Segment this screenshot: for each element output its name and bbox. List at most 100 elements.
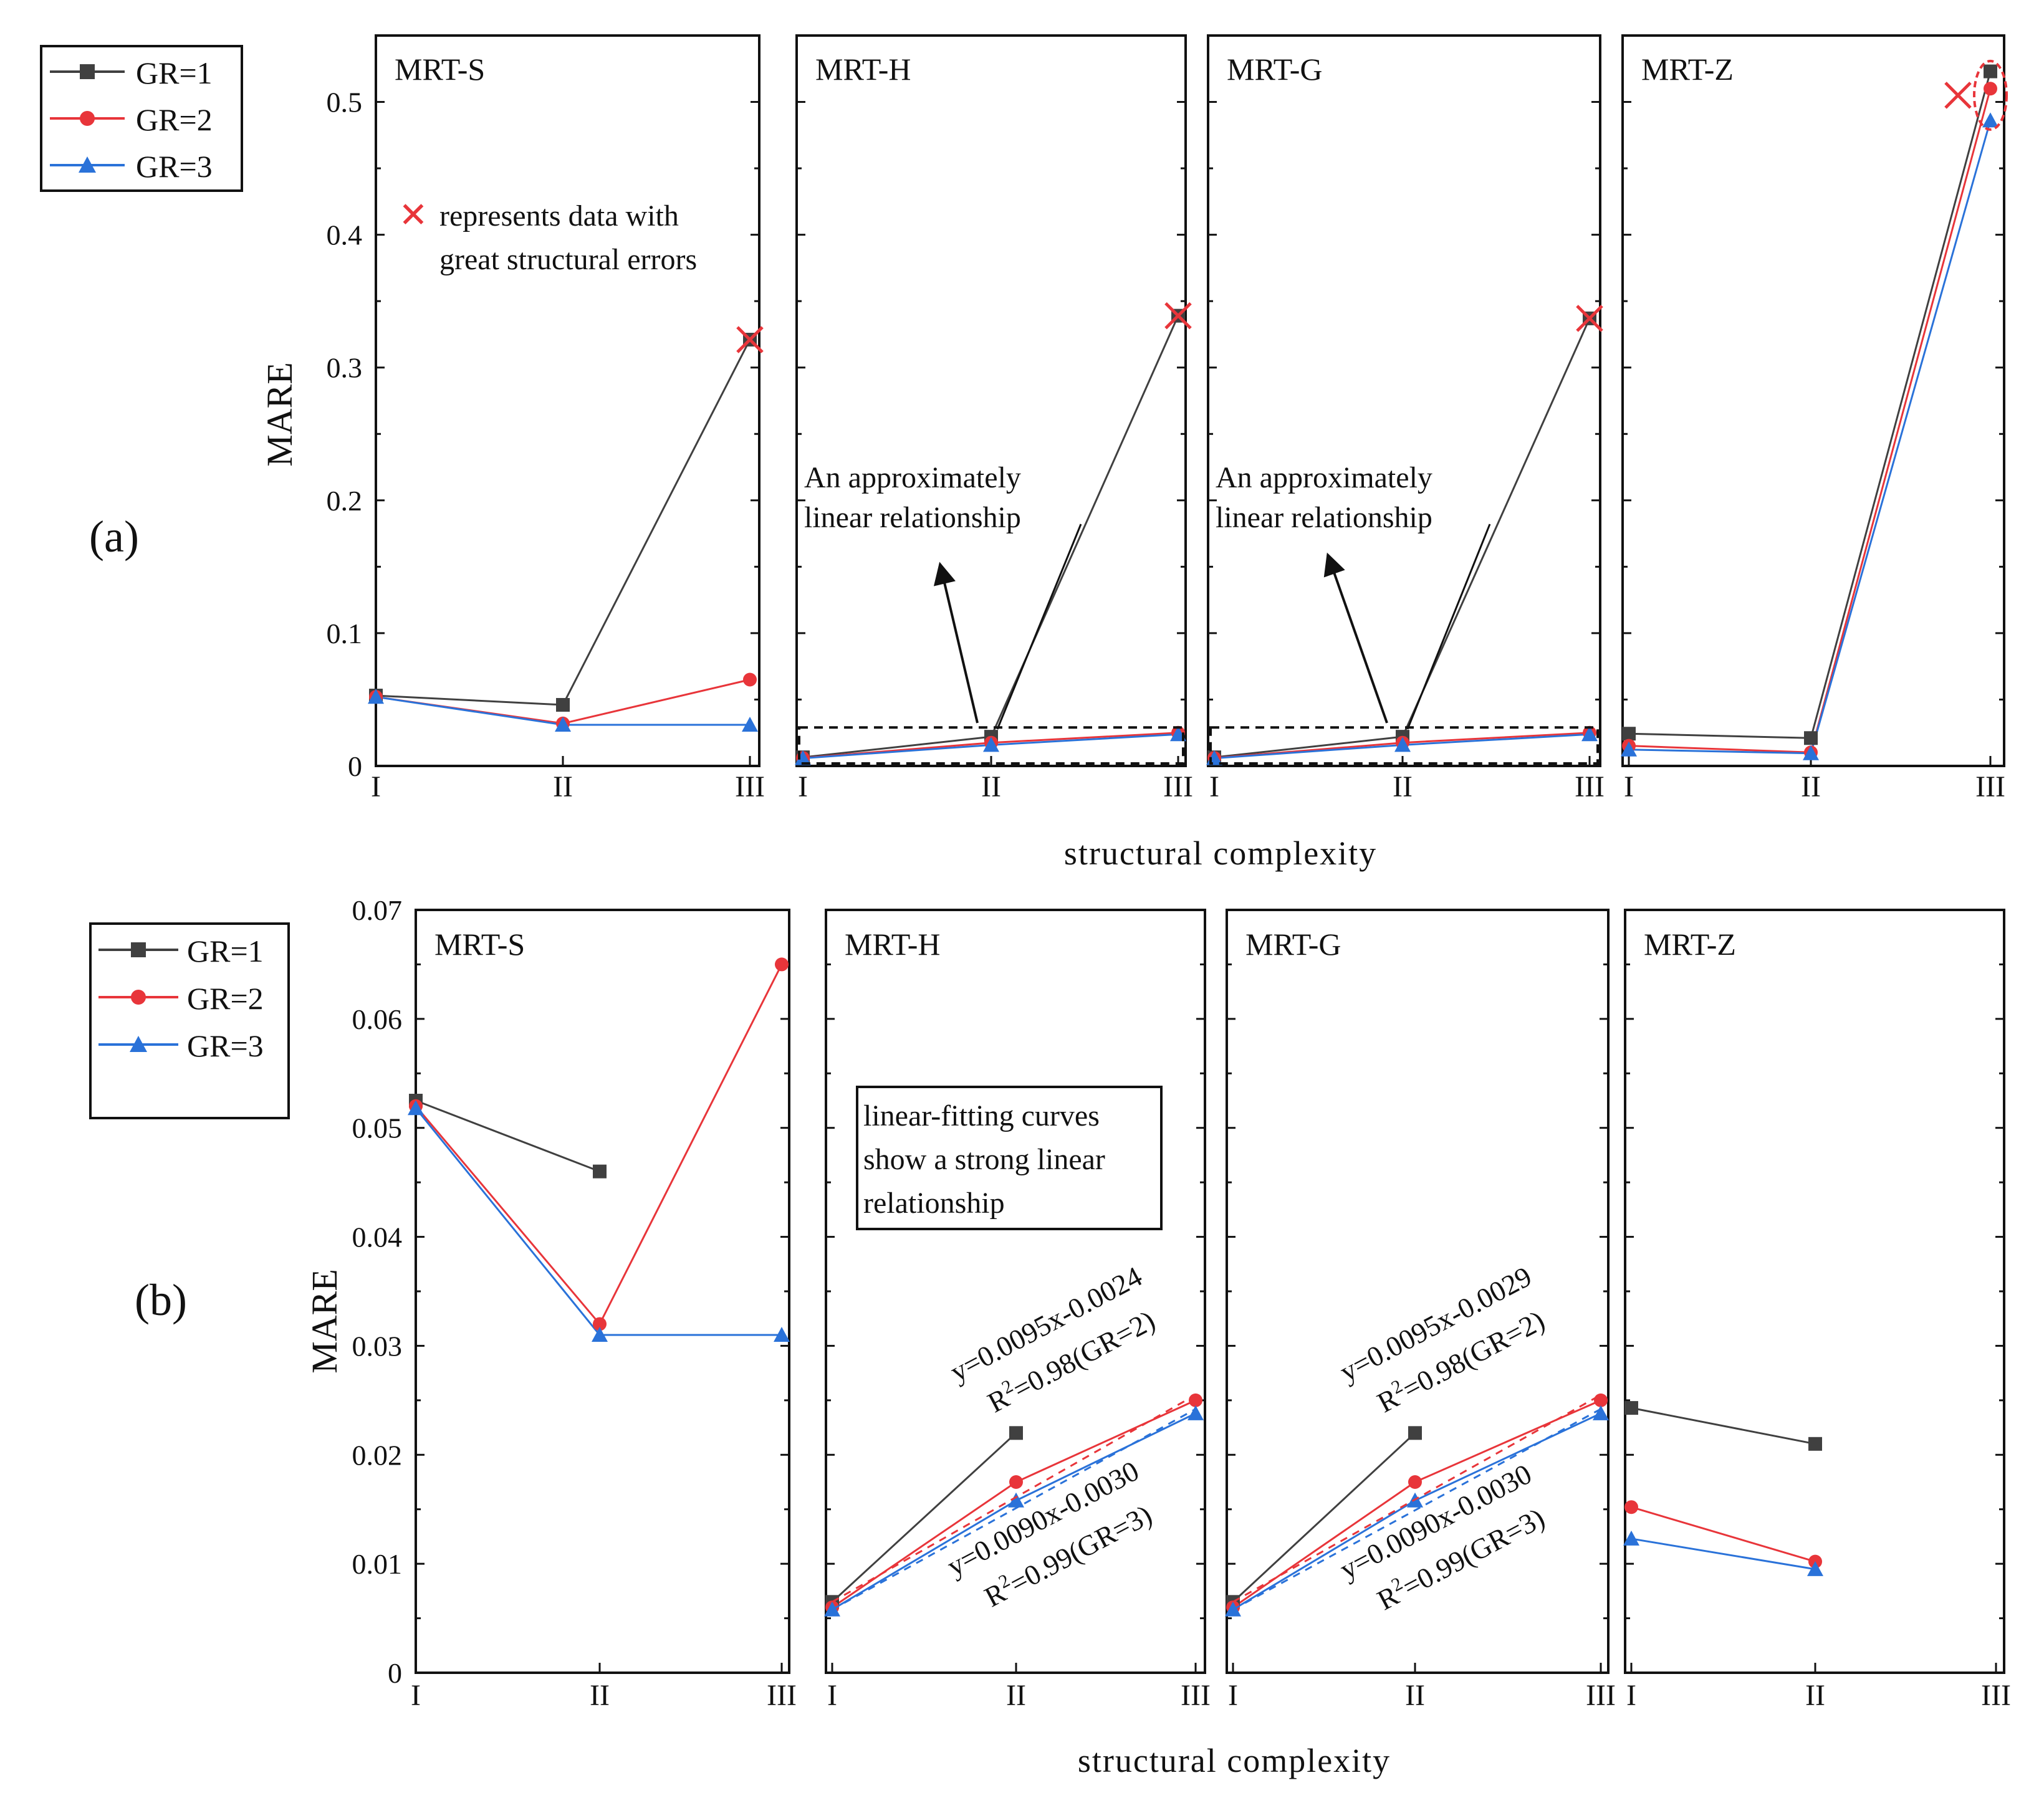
figure-a-point-gr3 [1581, 726, 1598, 742]
figure-b-point-gr1 [1624, 1401, 1638, 1415]
figure-a-panel-title: MRT-Z [1641, 52, 1734, 87]
figure-b-xtick-label: II [1805, 1679, 1825, 1712]
figure-b-series-line-gr1 [1232, 1432, 1416, 1603]
error-cross-icon [736, 326, 764, 353]
figure-a-point-gr3 [742, 716, 758, 732]
figure-b-xtick-label: I [1228, 1679, 1238, 1712]
fit-info-line3: relationship [863, 1187, 1005, 1220]
fit-eq-h-gr3: y=0.0090x-0.0030 R2=0.99(GR=3) [942, 1455, 1157, 1613]
figure-b-ylabel: MARE [304, 1269, 345, 1374]
figure-b-label: (b) [135, 1275, 187, 1325]
legend-b-marker-gr1 [131, 942, 146, 957]
figure-a-panel-frame [1621, 34, 2005, 767]
figure-a-series-line-gr2 [1628, 88, 1992, 753]
figure-a-ylabel: MARE [259, 362, 300, 467]
figure-a-point-gr1 [1622, 727, 1636, 741]
figure-a-xtick-label: III [735, 770, 765, 803]
figure-a-point-gr3 [1394, 737, 1411, 752]
figure-a-xtick-label: I [798, 770, 808, 803]
figure-b-xtick-label: I [1626, 1679, 1636, 1712]
legend-a-entry-gr1: GR=1 [50, 55, 213, 90]
figure-b-ytick-label: 0.01 [352, 1548, 403, 1580]
fit-info-box: linear-fitting curves show a strong line… [856, 1086, 1163, 1230]
figure-b-point-gr2 [775, 957, 789, 972]
figure-a-series-line-gr1 [802, 315, 1179, 758]
figure-b-point-gr3 [1188, 1405, 1204, 1420]
figure-a-point-gr2 [743, 672, 757, 687]
note-cross-icon: ✕ [399, 196, 428, 235]
annot-h-line1: An approximately [804, 461, 1021, 494]
error-highlight-ellipse [1973, 59, 2008, 131]
legend-b-entry-gr2: GR=2 [98, 981, 264, 1016]
figure-a-ytick-label: 0.5 [327, 87, 363, 118]
figure-b-series-line-gr3 [415, 1107, 782, 1336]
figure-a-panel-title: MRT-G [1227, 52, 1323, 87]
legend-a: GR=1 GR=2 GR=3 [40, 45, 243, 192]
figure-a-point-gr3 [368, 689, 384, 704]
figure-a-xtick-label: II [981, 770, 1001, 803]
fit-info-line1: linear-fitting curves [863, 1099, 1100, 1132]
annot-h-line2: linear relationship [804, 501, 1021, 534]
fit-eq-g-gr3: y=0.0090x-0.0030 R2=0.99(GR=3) [1335, 1458, 1550, 1616]
cross-stroke [736, 326, 764, 353]
figure-b-xtick-label: II [1006, 1679, 1026, 1712]
figure-a-series-line-gr1 [1214, 318, 1591, 758]
legend-a-entry-gr3: GR=3 [50, 149, 213, 184]
fit-line-gr2 [1232, 1394, 1601, 1603]
figure-b-xtick-label: III [767, 1679, 797, 1712]
figure-b-ytick-label: 0.06 [352, 1003, 403, 1035]
annot-g-arrow [1323, 552, 1388, 724]
legend-a-marker-gr3 [79, 156, 96, 173]
figure-b-xtick-label: I [411, 1679, 421, 1712]
figure-b-ytick-label: 0.05 [352, 1112, 403, 1144]
figure-b-xtick-label: I [827, 1679, 837, 1712]
figure-a-ytick-label: 0.2 [327, 485, 363, 517]
figure-a-ytick-label: 0 [348, 750, 362, 782]
fit-line-gr3 [1232, 1408, 1601, 1610]
legend-a-label-gr2: GR=2 [136, 102, 213, 137]
figure-a-point-gr1 [1804, 731, 1818, 745]
figure-a-xtick-label: II [553, 770, 573, 803]
legend-b-entry-gr1: GR=1 [98, 934, 264, 968]
figure-b-xlabel: structural complexity [1078, 1742, 1391, 1779]
figure-b-point-gr3 [1623, 1530, 1639, 1546]
figure-a-xtick-label: II [1393, 770, 1413, 803]
figure-b-point-gr2 [1594, 1393, 1608, 1407]
figure-b-panel-frame [825, 909, 1206, 1674]
figure-a-point-gr3 [983, 737, 999, 752]
legend-b-marker-gr2 [131, 990, 146, 1005]
figure-a-point-gr3 [1982, 112, 1998, 128]
figure-a-series-line-gr1 [375, 339, 751, 706]
figure-b-xtick-label: II [590, 1679, 610, 1712]
figure-a-ytick-label: 0.3 [327, 352, 363, 384]
figure-b-panel-frame [1226, 909, 1610, 1674]
fit-line-gr3 [832, 1408, 1196, 1610]
figure-b-point-gr3 [1593, 1405, 1609, 1420]
legend-b-marker-gr3 [130, 1036, 147, 1052]
legend-a-label-gr1: GR=1 [136, 55, 213, 90]
legend-a-entry-gr2: GR=2 [50, 102, 213, 137]
figure-b-point-gr2 [593, 1317, 607, 1331]
figure-b-point-gr1 [1808, 1437, 1822, 1451]
figure-a-ytick-label: 0.4 [327, 219, 363, 251]
figure-b-ytick-label: 0.03 [352, 1330, 403, 1362]
figure-b-panel-title: MRT-Z [1644, 927, 1736, 962]
figure-b-ytick-label: 0 [388, 1657, 402, 1689]
linear-band-box [1209, 726, 1599, 765]
figure-a-point-gr1 [556, 697, 570, 712]
figure-b-plots: 00.010.020.030.040.050.060.07I II IIIMRT-S… [352, 894, 2011, 1712]
legend-b-label-gr3: GR=3 [187, 1028, 264, 1063]
figure-b-panel-title: MRT-S [434, 927, 525, 962]
annot-g-line2: linear relationship [1216, 501, 1432, 534]
figure-a-point-gr3 [1803, 745, 1819, 760]
legend-b-label-gr2: GR=2 [187, 981, 264, 1016]
figure-b-point-gr1 [1009, 1426, 1023, 1440]
figure-a-point-gr2 [1984, 82, 1997, 96]
figure-b-series-line-gr2 [1631, 1506, 1816, 1563]
figure-b-point-gr2 [1408, 1475, 1422, 1489]
